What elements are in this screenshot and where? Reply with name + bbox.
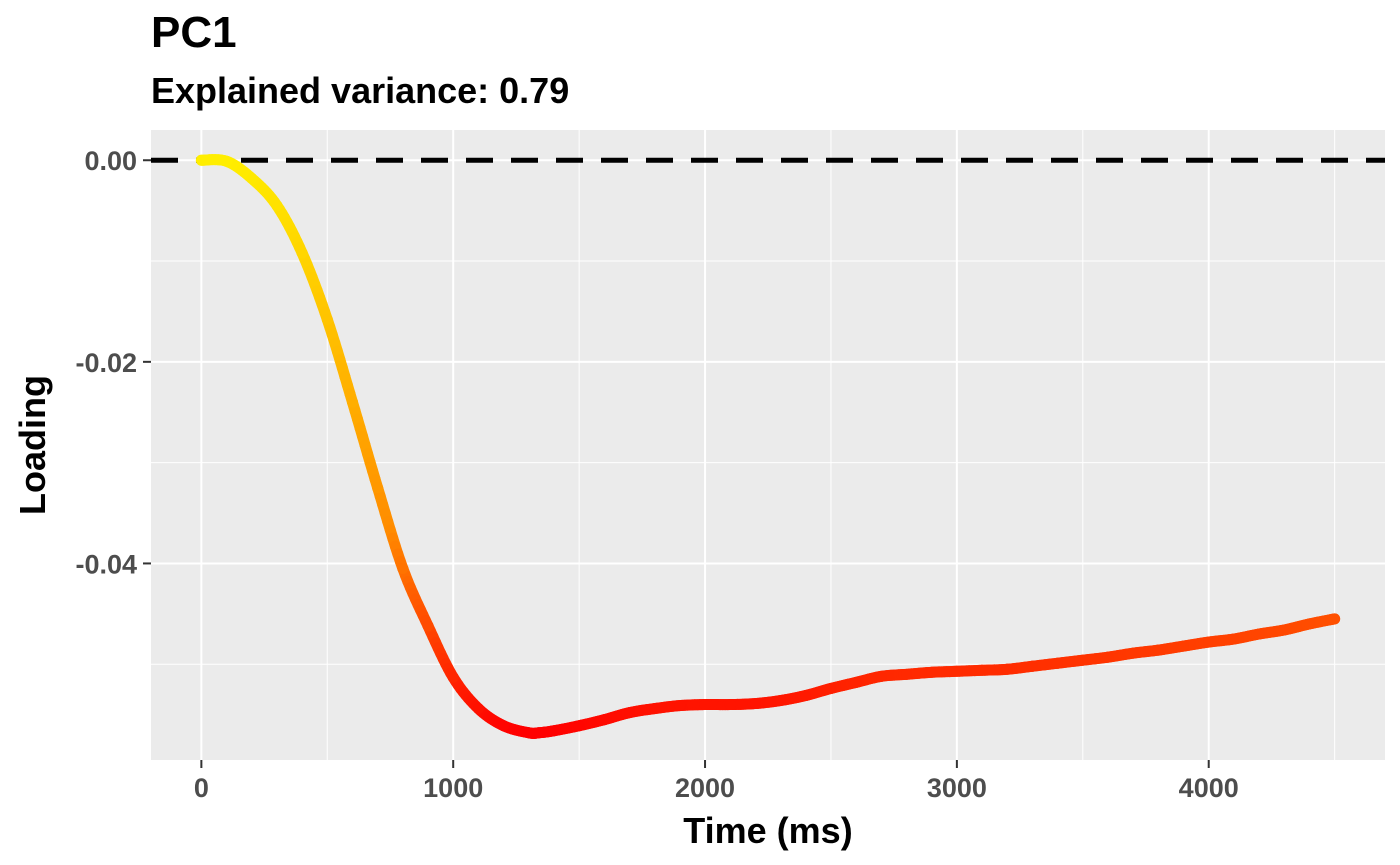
data-point — [850, 676, 862, 688]
data-point — [271, 200, 283, 212]
data-point — [533, 727, 545, 739]
data-point — [724, 699, 736, 711]
data-point — [498, 720, 510, 732]
x-tick-label: 0 — [194, 773, 209, 803]
y-tick-label: 0.00 — [84, 146, 137, 176]
data-point — [397, 562, 409, 574]
data-point — [1102, 651, 1114, 663]
data-point — [472, 703, 484, 715]
data-point — [951, 665, 963, 677]
data-point — [800, 689, 812, 701]
data-point — [1278, 624, 1290, 636]
data-point — [346, 396, 358, 408]
data-point — [1253, 628, 1265, 640]
data-point — [195, 154, 207, 166]
data-point — [573, 720, 585, 732]
data-point — [598, 714, 610, 726]
x-tick-label: 1000 — [423, 773, 483, 803]
data-point — [674, 700, 686, 712]
chart-subtitle: Explained variance: 0.79 — [151, 70, 570, 111]
data-point — [1001, 663, 1013, 675]
data-point — [296, 247, 308, 259]
y-axis-ticks: 0.00 -0.02 -0.04 — [75, 146, 151, 579]
data-point — [422, 620, 434, 632]
x-tick-label: 2000 — [675, 773, 735, 803]
x-tick-label: 4000 — [1179, 773, 1239, 803]
data-point — [749, 698, 761, 710]
y-axis-title: Loading — [12, 375, 53, 515]
data-point — [1178, 640, 1190, 652]
plot-panel — [151, 130, 1385, 760]
data-point — [775, 695, 787, 707]
data-point — [1127, 647, 1139, 659]
data-point — [447, 671, 459, 683]
data-point — [221, 155, 233, 167]
data-point — [246, 172, 258, 184]
x-axis-title: Time (ms) — [683, 810, 852, 851]
data-point — [1052, 657, 1064, 669]
data-point — [1303, 618, 1315, 630]
x-tick-label: 3000 — [927, 773, 987, 803]
data-point — [321, 314, 333, 326]
major-gridlines — [151, 130, 1385, 760]
x-axis-ticks: 0 1000 2000 3000 4000 — [194, 760, 1239, 803]
data-point — [901, 668, 913, 680]
data-point — [649, 703, 661, 715]
data-point — [548, 725, 560, 737]
data-point — [825, 682, 837, 694]
data-point — [1329, 613, 1341, 625]
chart-title: PC1 — [151, 8, 237, 57]
y-tick-label: -0.04 — [75, 549, 137, 579]
data-point — [623, 707, 635, 719]
data-point — [1152, 644, 1164, 656]
data-point — [1077, 654, 1089, 666]
data-point — [372, 482, 384, 494]
data-point — [875, 670, 887, 682]
data-point — [1228, 633, 1240, 645]
data-point — [523, 727, 535, 739]
data-point — [1203, 636, 1215, 648]
data-point — [926, 666, 938, 678]
series-layer — [195, 154, 1341, 739]
data-point — [1026, 660, 1038, 672]
data-point — [976, 664, 988, 676]
y-tick-label: -0.02 — [75, 348, 137, 378]
data-point — [699, 699, 711, 711]
